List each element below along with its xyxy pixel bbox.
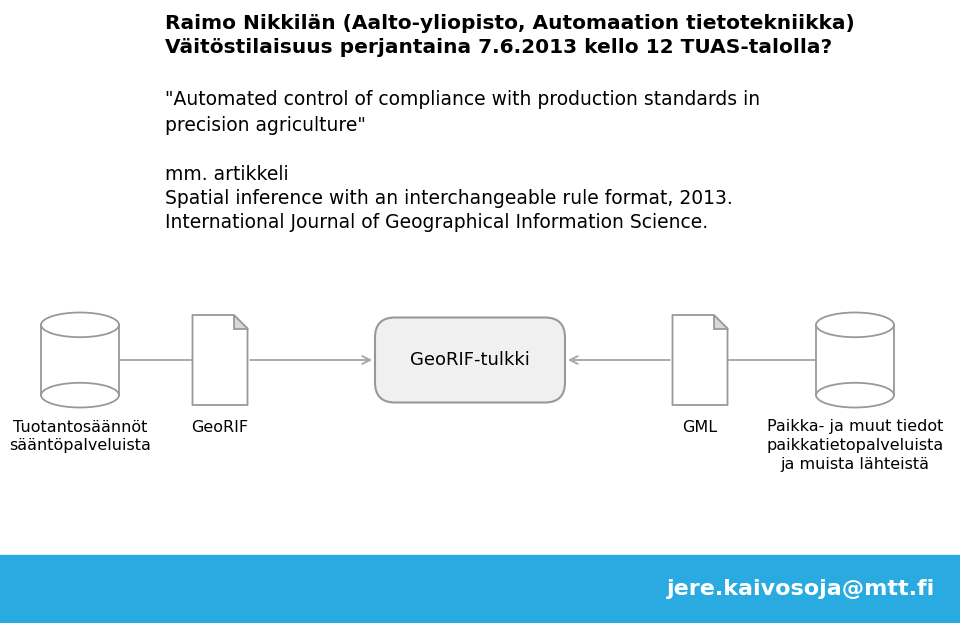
- Text: Väitöstilaisuus perjantaina 7.6.2013 kello 12 TUAS-talolla?: Väitöstilaisuus perjantaina 7.6.2013 kel…: [165, 38, 832, 57]
- Text: Raimo Nikkilän (Aalto-yliopisto, Automaation tietotekniikka): Raimo Nikkilän (Aalto-yliopisto, Automaa…: [165, 14, 854, 33]
- Bar: [0, 555, 960, 623]
- Polygon shape: [233, 315, 248, 329]
- Text: Spatial inference with an interchangeable rule format, 2013.: Spatial inference with an interchangeabl…: [165, 189, 732, 208]
- Text: jere.kaivosoja@mtt.fi: jere.kaivosoja@mtt.fi: [667, 579, 935, 599]
- Polygon shape: [673, 315, 728, 405]
- Ellipse shape: [41, 383, 119, 407]
- Text: Paikka- ja muut tiedot
paikkatietopalveluista
ja muista lähteistä: Paikka- ja muut tiedot paikkatietopalvel…: [766, 419, 944, 472]
- Text: Tuotantosäännöt
sääntöpalveluista: Tuotantosäännöt sääntöpalveluista: [9, 419, 151, 453]
- Polygon shape: [713, 315, 728, 329]
- Ellipse shape: [816, 383, 894, 407]
- Ellipse shape: [816, 313, 894, 337]
- Bar: [816, 325, 894, 395]
- Text: precision agriculture": precision agriculture": [165, 116, 366, 135]
- Text: International Journal of Geographical Information Science.: International Journal of Geographical In…: [165, 213, 708, 232]
- FancyBboxPatch shape: [375, 318, 565, 402]
- Bar: [41, 325, 119, 395]
- Text: GeoRIF-tulkki: GeoRIF-tulkki: [410, 351, 530, 369]
- Text: GML: GML: [683, 419, 717, 434]
- Text: "Automated control of compliance with production standards in: "Automated control of compliance with pr…: [165, 90, 760, 109]
- Polygon shape: [193, 315, 248, 405]
- Text: GeoRIF: GeoRIF: [191, 419, 249, 434]
- Text: mm. artikkeli: mm. artikkeli: [165, 165, 289, 184]
- Ellipse shape: [41, 313, 119, 337]
